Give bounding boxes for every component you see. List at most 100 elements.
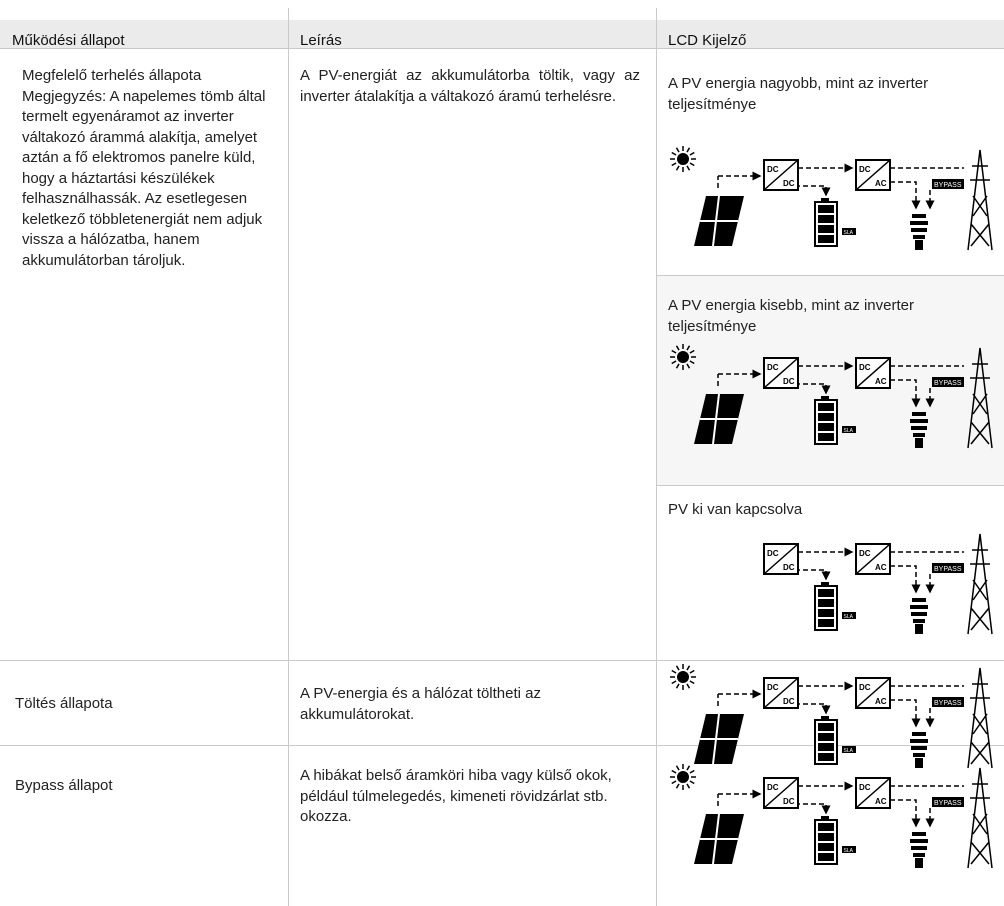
sla-label: SLA <box>844 614 854 620</box>
battery-bar <box>818 853 834 861</box>
sun-ray <box>671 360 677 365</box>
converter-diagonal <box>763 677 799 709</box>
converter-diagonal <box>763 543 799 575</box>
converter-diagonal <box>855 677 891 709</box>
bulb-base <box>915 240 923 250</box>
sun-ray <box>671 151 677 156</box>
panel-grid <box>700 713 738 765</box>
sun-ray <box>686 765 691 771</box>
battery-bar <box>818 215 834 223</box>
sla-tag <box>842 228 856 235</box>
bypass-tag <box>932 377 964 387</box>
grid-tower <box>967 347 993 449</box>
converter-label: AC <box>875 563 887 572</box>
bypass-tag <box>932 563 964 573</box>
sun-ray <box>686 683 691 689</box>
converter-diagonal <box>855 159 891 191</box>
description-text: A PV-energiát az akkumulátorba töltik, v… <box>300 67 640 105</box>
sun-ray <box>686 783 691 789</box>
converter-label: DC <box>783 563 795 572</box>
col-border <box>288 8 289 906</box>
sun-ray <box>671 349 677 354</box>
converter-label: DC <box>859 165 871 174</box>
sun-ray <box>675 765 680 771</box>
bypass-label: BYPASS <box>934 182 962 189</box>
bypass-label: BYPASS <box>934 800 962 807</box>
sun-ray <box>675 165 680 171</box>
battery-cap <box>821 582 829 586</box>
battery-bar <box>818 413 834 421</box>
sla-label: SLA <box>844 428 854 434</box>
converter-label: AC <box>875 797 887 806</box>
sla-label: SLA <box>844 230 854 236</box>
lcd-diagram: DC DC DC AC SLA BYPASS <box>670 344 993 449</box>
converter-label: DC <box>783 179 795 188</box>
sun-ray <box>675 345 680 351</box>
flow-arrow <box>797 373 831 395</box>
converter-label: DC <box>767 165 779 174</box>
battery-bar <box>818 609 834 617</box>
converter-label: DC <box>767 363 779 372</box>
sun-icon <box>677 771 689 783</box>
description-text: A hibákat belső áramköri hiba vagy külső… <box>300 767 612 825</box>
sun-ray <box>686 165 691 171</box>
bulb-base <box>915 858 923 868</box>
sun-ray <box>675 683 680 689</box>
sun-ray <box>689 162 695 167</box>
battery-bar <box>818 619 834 627</box>
sun-ray <box>689 151 695 156</box>
battery-bar <box>818 753 834 761</box>
battery-bar <box>818 235 834 243</box>
grid-tower <box>967 767 993 869</box>
grid-tower <box>967 149 993 251</box>
sun-ray <box>671 162 677 167</box>
flow-arrow <box>797 793 831 815</box>
sun-ray <box>689 349 695 354</box>
bulb-spiral <box>910 832 928 857</box>
panel-grid <box>700 813 738 865</box>
converter-label: DC <box>859 683 871 692</box>
description-text: A PV-energia és a hálózat töltheti az ak… <box>300 685 541 723</box>
sla-tag <box>842 612 856 619</box>
header-cell: LCD Kijelző <box>668 32 747 49</box>
converter-label: DC <box>767 783 779 792</box>
bulb-base <box>915 438 923 448</box>
sun-icon <box>677 351 689 363</box>
bypass-label: BYPASS <box>934 566 962 573</box>
panel-grid <box>700 393 738 445</box>
battery-bar <box>818 423 834 431</box>
display-caption: A PV energia kisebb, mint az inverter te… <box>668 297 914 335</box>
flow-arrow <box>797 693 831 715</box>
row-border <box>0 48 1004 49</box>
state-note: Megjegyzés: A napelemes tömb által terme… <box>22 87 266 269</box>
display-caption: A PV energia nagyobb, mint az inverter t… <box>668 75 929 113</box>
bulb-spiral <box>910 412 928 437</box>
flow-arrow <box>797 559 831 581</box>
display-caption: PV ki van kapcsolva <box>668 501 803 518</box>
converter-label: DC <box>767 549 779 558</box>
converter-diagonal <box>855 543 891 575</box>
sun-ray <box>686 147 691 153</box>
converter-label: AC <box>875 377 887 386</box>
bulb-spiral <box>910 598 928 623</box>
converter-label: AC <box>875 179 887 188</box>
battery-bar <box>818 743 834 751</box>
sun-ray <box>671 769 677 774</box>
bulb-base <box>915 624 923 634</box>
sun-icon <box>677 671 689 683</box>
bypass-tag <box>932 797 964 807</box>
sun-ray <box>675 147 680 153</box>
lcd-diagram: DC DC DC AC SLA BYPASS <box>670 764 993 869</box>
header-cell: Leírás <box>300 32 342 49</box>
converter-label: DC <box>783 377 795 386</box>
sun-ray <box>689 360 695 365</box>
converter-diagonal <box>763 777 799 809</box>
grid-tower <box>967 533 993 635</box>
battery-bar <box>818 833 834 841</box>
bypass-tag <box>932 179 964 189</box>
converter-diagonal <box>855 357 891 389</box>
battery-bar <box>818 403 834 411</box>
battery-bar <box>818 599 834 607</box>
battery-bar <box>818 225 834 233</box>
